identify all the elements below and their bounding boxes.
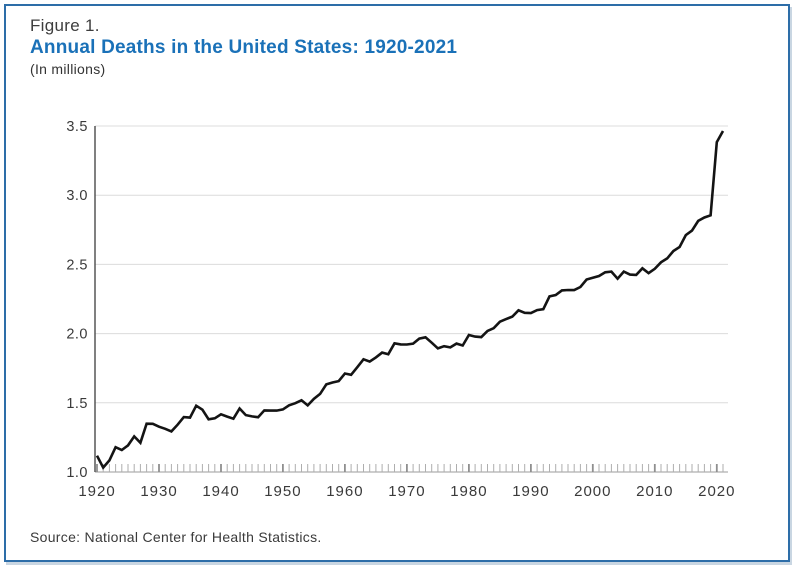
y-axis-label: 3.5 [66,119,88,135]
x-axis-label: 1920 [78,483,115,500]
y-axis-label: 1.0 [66,465,88,481]
x-axis-label: 1960 [326,483,363,500]
deaths-line-series [95,130,725,470]
figure-units-note: (In millions) [30,61,106,77]
y-axis-label: 1.5 [66,396,88,412]
y-axis-label: 2.0 [66,327,88,343]
x-axis-label: 1980 [450,483,487,500]
x-axis-label: 1930 [140,483,177,500]
x-axis-label: 2000 [574,483,611,500]
y-axis-label: 2.5 [66,257,88,273]
x-axis-label: 2020 [698,483,735,500]
x-axis-label: 1970 [388,483,425,500]
figure-card [4,4,790,562]
x-axis-label: 1990 [512,483,549,500]
figure-label: Figure 1. [30,16,100,35]
y-axis-label: 3.0 [66,188,88,204]
source-note: Source: National Center for Health Stati… [30,529,322,545]
x-axis-label: 1940 [202,483,239,500]
x-axis-label: 2010 [636,483,673,500]
figure-title: Annual Deaths in the United States: 1920… [30,37,458,58]
x-axis-label: 1950 [264,483,301,500]
